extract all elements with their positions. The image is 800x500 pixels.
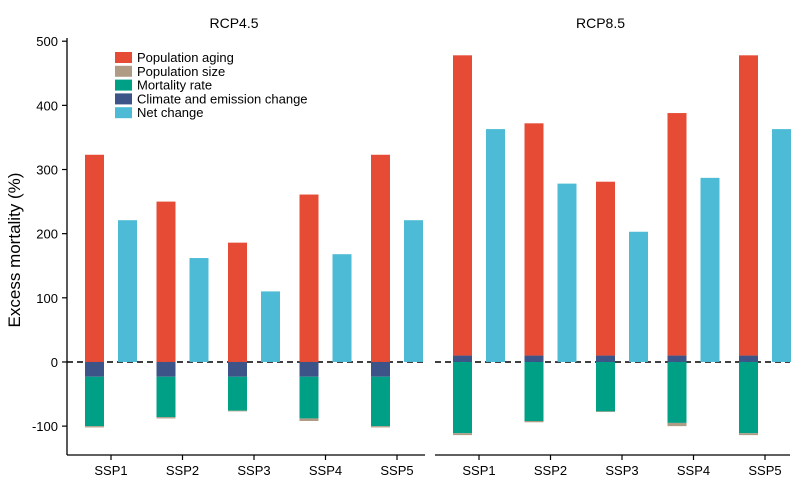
legend-swatch-net	[115, 107, 132, 119]
legend-label-size: Population size	[137, 64, 225, 79]
x-tick-label: SSP1	[94, 463, 127, 478]
panel-title: RCP4.5	[209, 15, 258, 31]
bar-mortality	[453, 361, 472, 434]
x-tick-label: SSP3	[237, 463, 270, 478]
bar-net	[486, 129, 505, 362]
bar-size	[739, 433, 758, 436]
bar-climate	[299, 361, 319, 377]
bar-size	[371, 426, 390, 428]
bar-size	[667, 422, 687, 427]
bar-size	[228, 410, 247, 412]
legend-swatch-size	[115, 65, 132, 77]
bar-size	[156, 417, 176, 419]
y-tick-label: 500	[36, 34, 58, 49]
bar-climate	[371, 361, 390, 377]
legend-label-mortality: Mortality rate	[137, 78, 212, 93]
y-tick-label: 200	[36, 227, 58, 242]
x-tick-label: SSP4	[309, 463, 342, 478]
bar-mortality	[596, 361, 615, 412]
legend-label-aging: Population aging	[137, 50, 234, 65]
legend-label-climate: Climate and emission change	[137, 91, 308, 106]
bar-aging	[371, 154, 390, 362]
bar-climate	[667, 355, 687, 362]
bar-aging	[667, 113, 687, 356]
bar-aging	[228, 242, 247, 362]
bar-mortality	[85, 376, 104, 427]
bar-mortality	[739, 361, 758, 434]
bars-layer	[85, 55, 791, 436]
bar-climate	[228, 361, 247, 377]
legend-label-net: Net change	[137, 105, 204, 120]
bar-mortality	[371, 376, 390, 427]
bar-mortality	[667, 361, 687, 423]
bar-size	[596, 411, 615, 413]
bar-mortality	[156, 376, 176, 418]
bar-aging	[739, 55, 758, 356]
bar-mortality	[524, 361, 544, 421]
bar-climate	[524, 355, 544, 362]
bar-aging	[156, 201, 176, 362]
x-tick-label: SSP4	[677, 463, 710, 478]
bar-net	[557, 183, 577, 362]
y-tick-label: 100	[36, 291, 58, 306]
panel-title: RCP8.5	[576, 15, 625, 31]
x-tick-label: SSP2	[166, 463, 199, 478]
x-tick-label: SSP5	[748, 463, 781, 478]
bar-aging	[299, 194, 319, 362]
bar-net	[772, 129, 791, 362]
bar-climate	[739, 355, 758, 362]
bar-size	[299, 418, 319, 421]
bar-net	[629, 231, 648, 362]
y-tick-label: 300	[36, 163, 58, 178]
x-tick-label: SSP1	[462, 463, 495, 478]
legend-swatch-climate	[115, 93, 132, 105]
bar-aging	[85, 154, 104, 362]
y-tick-label: 0	[51, 355, 58, 370]
bar-mortality	[299, 376, 319, 419]
bar-net	[404, 220, 423, 362]
bar-net	[700, 177, 720, 362]
bar-climate	[85, 361, 104, 377]
bar-aging	[524, 123, 544, 356]
legend-swatch-aging	[115, 52, 132, 63]
bar-aging	[596, 181, 615, 356]
bar-aging	[453, 55, 472, 356]
bar-climate	[596, 355, 615, 362]
y-tick-label: 400	[36, 98, 58, 113]
bar-net	[332, 254, 352, 362]
bar-net	[261, 291, 280, 362]
y-tick-label: -100	[32, 419, 58, 434]
axes-layer: -100 0 100 200 300 400 500 RCP4.5 SSP1 SSP2 SSP3 SS…	[32, 15, 790, 478]
bar-climate	[156, 361, 176, 377]
bar-size	[453, 433, 472, 436]
bar-net	[118, 220, 137, 362]
bar-size	[85, 426, 104, 428]
y-axis-label: Excess mortality (%)	[5, 173, 24, 328]
x-tick-label: SSP2	[534, 463, 567, 478]
bar-size	[524, 420, 544, 423]
bar-mortality	[228, 376, 247, 411]
x-tick-label: SSP3	[605, 463, 638, 478]
legend-swatch-mortality	[115, 79, 132, 91]
bar-climate	[453, 355, 472, 362]
x-tick-label: SSP5	[380, 463, 413, 478]
bar-net	[189, 258, 209, 362]
